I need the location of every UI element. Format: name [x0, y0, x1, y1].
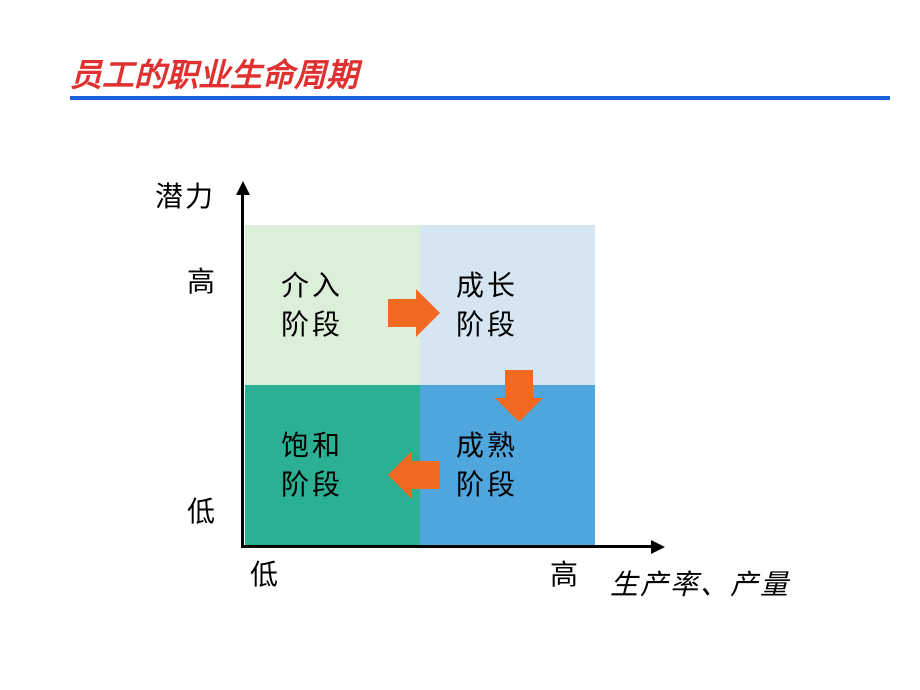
quadrant-mature-l1: 成熟 — [456, 426, 518, 465]
y-axis-arrowhead — [236, 181, 250, 195]
y-axis-label: 潜力 — [155, 175, 215, 215]
x-axis-arrowhead — [651, 540, 665, 554]
y-axis-low: 低 — [187, 490, 217, 530]
x-axis-label: 生产率、产量 — [610, 563, 790, 603]
y-axis-high: 高 — [187, 260, 217, 300]
quadrant-growth-l1: 成长 — [456, 266, 518, 305]
slide: 员工的职业生命周期 介入 阶段 成长 阶段 饱和 阶段 成熟 阶段 — [0, 0, 920, 690]
quadrant-satur-l1: 饱和 — [281, 426, 343, 465]
lifecycle-matrix-diagram: 介入 阶段 成长 阶段 饱和 阶段 成熟 阶段 — [0, 0, 920, 690]
quadrant-growth-l2: 阶段 — [456, 305, 518, 344]
x-axis-high: 高 — [550, 553, 580, 593]
quadrant-intro-l2: 阶段 — [281, 305, 343, 344]
quadrant-satur-l2: 阶段 — [281, 465, 343, 504]
quadrant-mature-l2: 阶段 — [456, 465, 518, 504]
x-axis-line — [241, 545, 651, 548]
y-axis-line — [241, 195, 244, 545]
quadrant-intro-l1: 介入 — [281, 266, 343, 305]
quadrant-growth: 成长 阶段 — [420, 225, 595, 385]
x-axis-low: 低 — [250, 553, 280, 593]
